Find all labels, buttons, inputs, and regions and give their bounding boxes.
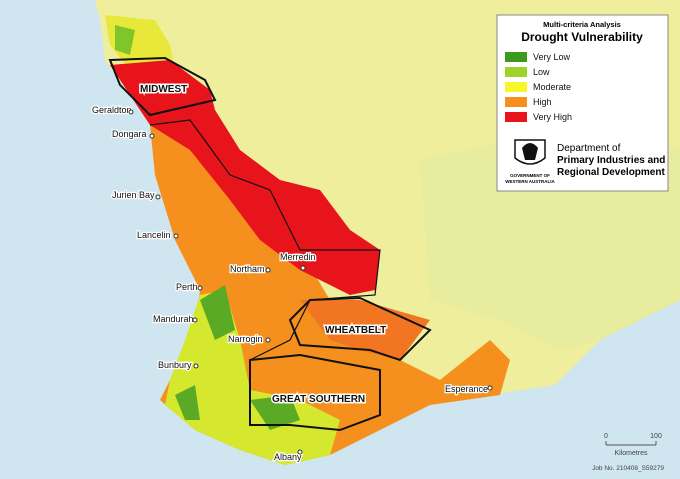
zone-low	[115, 25, 135, 55]
legend-label: High	[533, 97, 552, 107]
crest-text: GOVERNMENT OF	[510, 173, 550, 178]
town-label: Lancelin	[137, 230, 171, 240]
town-label: Bunbury	[158, 360, 192, 370]
legend-swatch	[505, 82, 527, 92]
legend-label: Low	[533, 67, 550, 77]
scale-label: 100	[650, 433, 662, 440]
town-label: Dongara	[112, 129, 147, 139]
legend-label: Very Low	[533, 52, 571, 62]
legend-swatch	[505, 112, 527, 122]
crest-text: WESTERN AUSTRALIA	[505, 179, 555, 184]
legend-swatch	[505, 97, 527, 107]
legend-swatch	[505, 52, 527, 62]
crest	[514, 139, 546, 165]
region-label: MIDWEST	[140, 84, 187, 95]
legend-label: Moderate	[533, 82, 571, 92]
zone-very-high	[110, 60, 380, 295]
town-label: Perth	[176, 282, 198, 292]
town-label: Mandurah	[153, 314, 194, 324]
town-label: Albany	[274, 452, 302, 462]
department-text: Regional Development	[557, 167, 665, 178]
town-label: Northam	[230, 264, 265, 274]
legend-title: Drought Vulnerability	[521, 30, 643, 44]
job-number: Job No. 210408_S59279	[592, 465, 664, 472]
legend-label: Very High	[533, 112, 572, 122]
region-label: GREAT SOUTHERN	[272, 394, 365, 405]
town-label: Merredin	[280, 252, 316, 262]
region-label: WHEATBELT	[325, 325, 386, 336]
town-label: Geraldton	[92, 105, 132, 115]
region-boundaries	[108, 56, 432, 432]
legend-items: Very Low Low Moderate High Very High	[505, 52, 572, 122]
legend-swatch	[505, 67, 527, 77]
scale-bar	[605, 441, 657, 446]
zone-very-low	[175, 285, 300, 430]
department-text: Department of	[557, 143, 621, 154]
scale-label: 0	[604, 433, 608, 440]
town-label: Esperance	[445, 384, 488, 394]
towns: Geraldton Dongara Jurien Bay Lancelin No…	[91, 104, 490, 464]
department-text: Primary Industries and	[557, 155, 665, 166]
town-label: Narrogin	[228, 334, 263, 344]
town-label: Jurien Bay	[112, 190, 155, 200]
legend-subtitle: Multi-criteria Analysis	[543, 20, 621, 29]
scale-unit: Kilometres	[614, 450, 648, 457]
town-dots	[128, 109, 493, 455]
